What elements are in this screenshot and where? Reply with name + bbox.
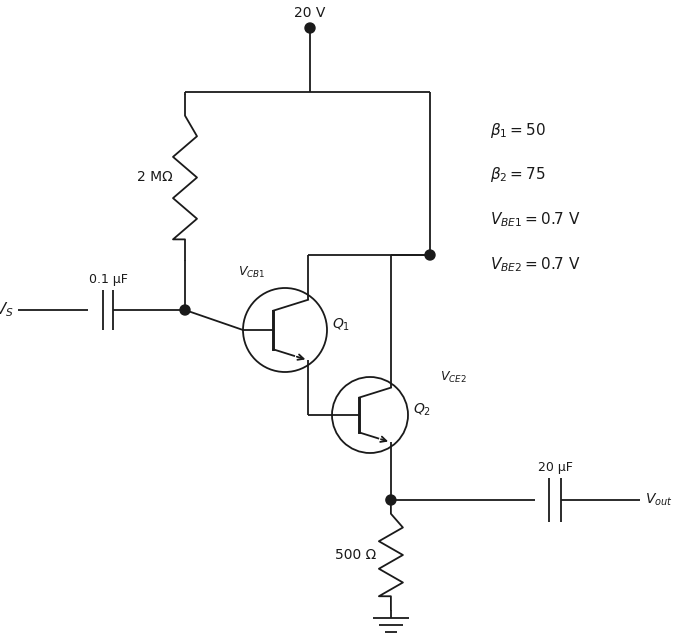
Circle shape (425, 250, 435, 260)
Text: 2 MΩ: 2 MΩ (137, 170, 173, 184)
Text: $V_{out}$: $V_{out}$ (645, 492, 673, 508)
Circle shape (180, 305, 190, 315)
Text: $\beta_1 = 50$: $\beta_1 = 50$ (490, 121, 546, 140)
Circle shape (305, 23, 315, 33)
Text: $\beta_2 = 75$: $\beta_2 = 75$ (490, 165, 546, 185)
Text: $Q_1$: $Q_1$ (332, 317, 350, 333)
Text: 20 μF: 20 μF (538, 461, 573, 474)
Text: $V_{CB1}$: $V_{CB1}$ (238, 265, 265, 280)
Text: $Q_2$: $Q_2$ (413, 402, 431, 418)
Text: $V_{CE2}$: $V_{CE2}$ (440, 369, 467, 385)
Text: $V_S$: $V_S$ (0, 301, 14, 319)
Text: 0.1 μF: 0.1 μF (89, 273, 127, 286)
Circle shape (386, 495, 396, 505)
Text: 20 V: 20 V (294, 6, 326, 20)
Text: $V_{BE2} = 0.7$ V: $V_{BE2} = 0.7$ V (490, 256, 581, 274)
Text: 500 Ω: 500 Ω (335, 548, 376, 562)
Text: $V_{BE1} = 0.7$ V: $V_{BE1} = 0.7$ V (490, 211, 581, 229)
